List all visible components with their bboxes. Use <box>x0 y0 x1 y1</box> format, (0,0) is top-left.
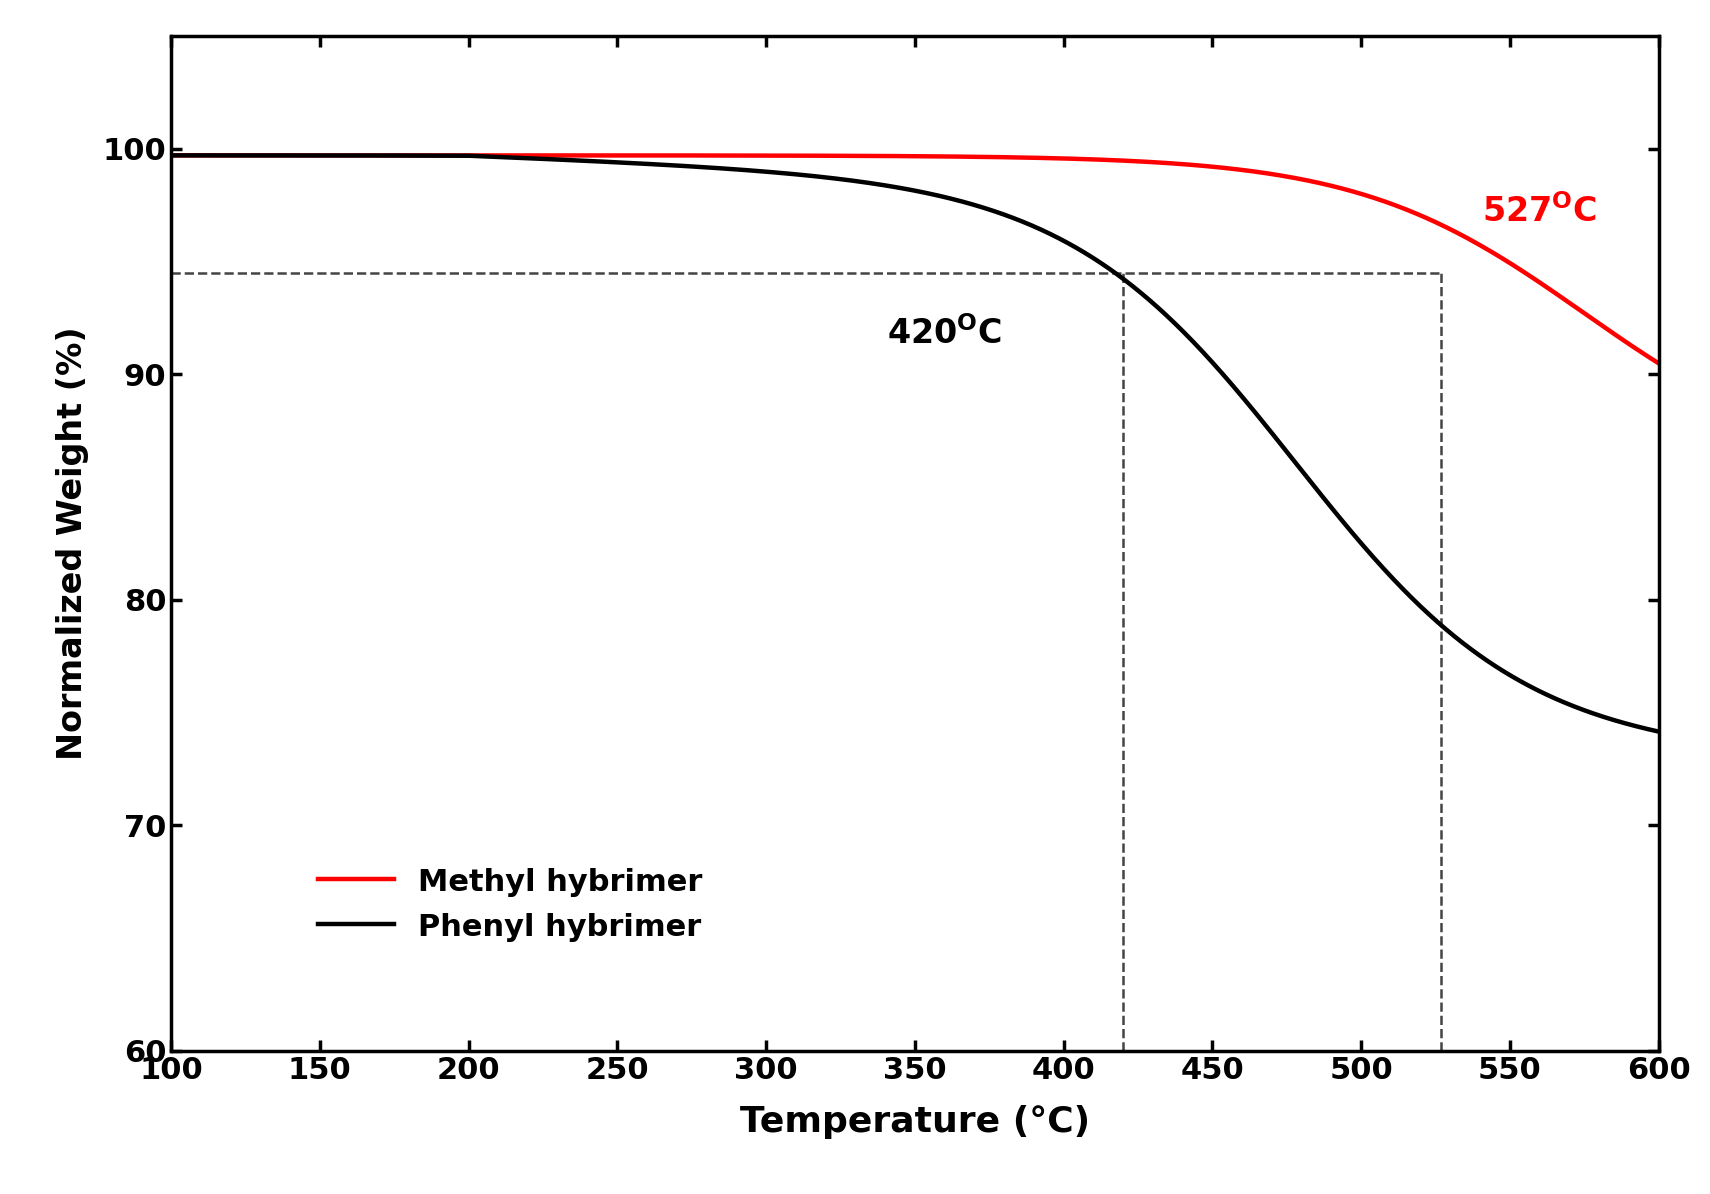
X-axis label: Temperature (°C): Temperature (°C) <box>740 1106 1089 1139</box>
Text: 527$\mathregular{^O}$C: 527$\mathregular{^O}$C <box>1483 195 1597 229</box>
Text: 420$\mathregular{^O}$C: 420$\mathregular{^O}$C <box>887 316 1002 351</box>
Legend: Methyl hybrimer, Phenyl hybrimer: Methyl hybrimer, Phenyl hybrimer <box>306 854 715 954</box>
Y-axis label: Normalized Weight (%): Normalized Weight (%) <box>55 326 89 761</box>
